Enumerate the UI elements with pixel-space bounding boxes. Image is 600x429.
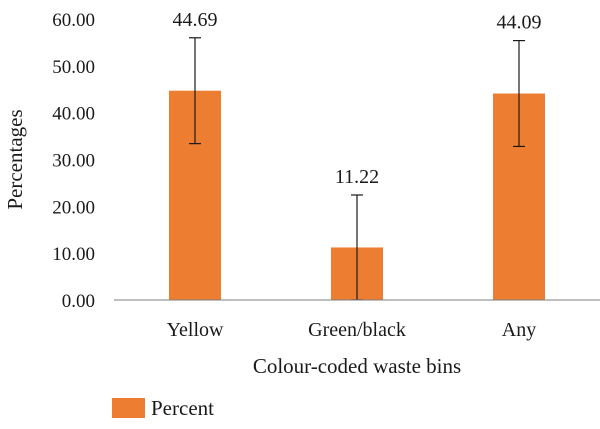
x-axis-label: Colour-coded waste bins [253,354,461,378]
data-labels-group: 44.69 11.22 44.09 [173,9,542,188]
y-axis-label: Percentages [3,109,27,209]
y-axis-ticks: 0.00 10.00 20.00 30.00 40.00 50.00 60.00 [52,10,95,312]
x-tick-label: Any [502,319,536,341]
y-tick-label: 30.00 [52,151,95,172]
x-tick-label: Yellow [167,319,224,341]
data-label: 44.09 [497,12,542,34]
data-label: 11.22 [335,166,379,188]
legend: Percent [112,396,214,420]
legend-swatch [112,398,145,418]
y-tick-label: 40.00 [52,104,95,125]
y-tick-label: 60.00 [52,10,95,31]
y-tick-label: 20.00 [52,197,95,218]
data-label: 44.69 [173,9,218,31]
x-axis-ticks: Yellow Green/black Any [167,319,537,341]
y-tick-label: 50.00 [52,57,95,78]
error-bars-group [189,37,525,301]
x-tick-label: Green/black [308,319,406,341]
legend-label: Percent [151,396,214,420]
y-tick-label: 0.00 [62,291,95,312]
y-tick-label: 10.00 [52,244,95,265]
